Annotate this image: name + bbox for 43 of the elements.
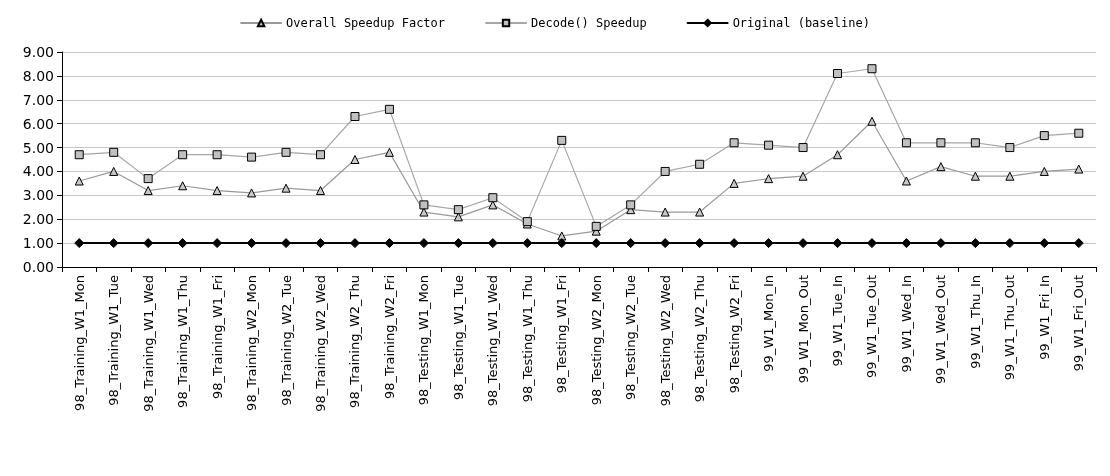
x-tick-label: 99_W1_Fri_Out	[1071, 275, 1087, 372]
x-tick-label: 98_Training_W2_Thu	[347, 275, 363, 408]
y-tick-label: 1.00	[22, 235, 54, 252]
x-tick-label: 98_Training_W2_Wed	[313, 275, 328, 412]
x-tick-label: 98_Training_W1_Wed	[140, 275, 156, 412]
legend-label: Decode() Speedup	[531, 16, 647, 30]
x-tick-label: 99_W1_Thu_Out	[1002, 275, 1018, 381]
y-tick-label: 2.00	[22, 211, 54, 228]
x-tick-label: 98_Training_W2_Tue	[278, 275, 294, 406]
x-tick-label: 98_Testing_W2_Mon	[588, 275, 604, 406]
x-tick-label: 98_Training_W2_Fri	[381, 275, 397, 399]
x-tick-label: 98_Testing_W1_Mon	[416, 275, 432, 406]
x-tick-label: 98_Training_W1_Tue	[106, 275, 122, 406]
y-tick-label: 5.00	[22, 139, 54, 156]
y-tick-label: 0.00	[22, 259, 54, 275]
x-tick-label: 98_Training_W1_Thu	[175, 275, 191, 408]
x-tick-label: 98_Testing_W1_Tue	[450, 275, 466, 401]
x-tick-label: 98_Training_W2_Mon	[244, 275, 260, 411]
x-tick-label: 98_Testing_W2_Thu	[692, 275, 708, 403]
x-tick-label: 98_Training_W1_Mon	[71, 275, 87, 411]
x-tick-label: 98_Training_W1_Fri	[209, 275, 225, 399]
x-tick-label: 98_Testing_W1_Fri	[554, 275, 570, 394]
x-tick-label: 98_Testing_W2_Wed	[657, 275, 673, 407]
y-tick-label: 6.00	[22, 115, 54, 132]
x-tick-label: 99_W1_Fri_In	[1036, 275, 1052, 360]
x-tick-label: 99_W1_Tue_Out	[864, 275, 880, 378]
y-tick-label: 8.00	[22, 67, 54, 84]
x-tick-label: 98_Testing_W1_Wed	[485, 275, 501, 407]
x-tick-label: 98_Testing_W2_Tue	[623, 275, 639, 401]
x-tick-label: 99_W1_Mon_Out	[795, 275, 811, 384]
x-tick-label: 98_Testing_W1_Thu	[519, 275, 535, 403]
x-tick-label: 99_W1_Tue_In	[830, 275, 845, 367]
y-tick-label: 9.00	[22, 44, 54, 60]
x-tick-label: 99_W1_Wed_Out	[933, 275, 949, 385]
legend-label: Overall Speedup Factor	[286, 16, 446, 30]
x-tick-label: 98_Testing_W2_Fri	[726, 275, 742, 394]
legend-label: Original (baseline)	[732, 16, 870, 30]
y-tick-label: 3.00	[22, 187, 54, 204]
y-tick-label: 4.00	[22, 163, 54, 180]
x-tick-label: 99_W1_Wed_In	[898, 275, 914, 373]
x-tick-label: 99_W1_Mon_In	[761, 275, 777, 372]
y-tick-label: 7.00	[22, 91, 54, 108]
x-tick-label: 99_W1_Thu_In	[967, 275, 983, 369]
